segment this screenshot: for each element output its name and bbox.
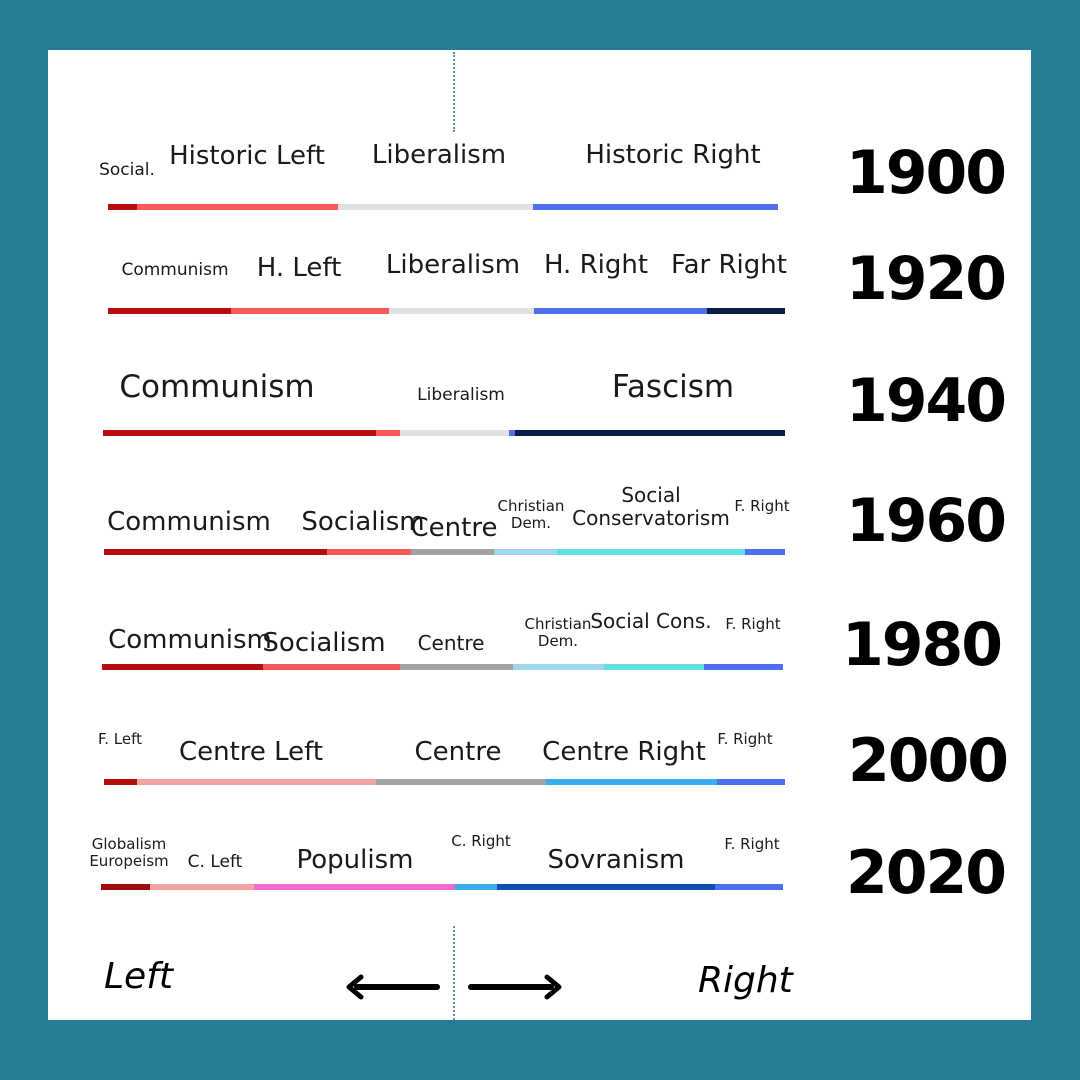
spectrum-segment <box>376 779 546 785</box>
axis-right-label: Right <box>698 960 793 1001</box>
year-label: 2000 <box>848 726 1009 796</box>
spectrum-segment <box>534 308 707 314</box>
ideology-label: Communism <box>121 260 229 280</box>
year-label: 1900 <box>846 138 1007 208</box>
axis-left-label: Left <box>104 956 173 997</box>
spectrum-segment <box>263 664 400 670</box>
spectrum-segment <box>515 430 785 436</box>
ideology-label: Social Cons. <box>590 609 712 633</box>
spectrum-segment <box>108 308 231 314</box>
spectrum-segment <box>327 549 411 555</box>
ideology-label: Communism <box>107 507 271 537</box>
ideology-label: Socialism <box>301 507 425 537</box>
ideology-label: Communism <box>108 625 272 655</box>
ideology-label: F. Right <box>724 835 780 853</box>
spectrum-segment <box>497 884 715 890</box>
ideology-label: Centre <box>414 737 502 767</box>
ideology-label: Populism <box>296 845 414 875</box>
ideology-label: Socialism <box>262 628 386 658</box>
center-divider-top <box>453 52 455 132</box>
ideology-label: Communism <box>119 369 315 405</box>
ideology-label: Far Right <box>671 250 787 280</box>
ideology-label: Globalism Europeism <box>89 835 169 871</box>
spectrum-segment <box>707 308 785 314</box>
year-label: 1940 <box>846 366 1007 436</box>
ideology-label: C. Right <box>451 832 511 850</box>
spectrum-segment <box>376 430 400 436</box>
spectrum-segment <box>704 664 783 670</box>
spectrum-segment <box>533 204 778 210</box>
ideology-label: F. Right <box>717 730 773 748</box>
ideology-label: Social Conservatorism <box>572 483 730 530</box>
spectrum-segment <box>604 664 704 670</box>
spectrum-segment <box>715 884 783 890</box>
ideology-label: Fascism <box>611 369 735 405</box>
ideology-label: Centre Left <box>178 737 324 767</box>
spectrum-segment <box>137 204 338 210</box>
spectrum-segment <box>137 779 376 785</box>
ideology-label: Centre <box>410 513 498 543</box>
spectrum-segment <box>338 204 533 210</box>
ideology-label: Liberalism <box>371 140 507 170</box>
ideology-label: F. Left <box>98 730 142 748</box>
spectrum-segment <box>231 308 389 314</box>
spectrum-segment <box>494 549 557 555</box>
diagram-card <box>48 50 1031 1020</box>
ideology-label: F. Right <box>734 497 790 515</box>
ideology-label: Historic Right <box>585 140 761 170</box>
spectrum-segment <box>717 779 785 785</box>
spectrum-segment <box>102 664 263 670</box>
spectrum-segment <box>509 430 515 436</box>
year-label: 2020 <box>846 838 1007 908</box>
ideology-label: H. Right <box>543 250 649 280</box>
spectrum-segment <box>455 884 497 890</box>
spectrum-segment <box>389 308 534 314</box>
ideology-label: C. Left <box>187 852 243 872</box>
spectrum-segment <box>103 430 376 436</box>
center-divider-bottom <box>453 926 455 1020</box>
ideology-label: Sovranism <box>547 845 685 875</box>
spectrum-segment <box>513 664 604 670</box>
ideology-label: Christian Dem. <box>524 615 592 651</box>
ideology-label: Liberalism <box>417 385 505 405</box>
spectrum-segment <box>400 664 513 670</box>
spectrum-segment <box>546 779 717 785</box>
ideology-label: Historic Left <box>169 141 325 171</box>
spectrum-segment <box>745 549 785 555</box>
year-label: 1960 <box>846 486 1007 556</box>
ideology-label: H. Left <box>256 253 342 283</box>
spectrum-segment <box>101 884 150 890</box>
ideology-label: F. Right <box>725 615 781 633</box>
spectrum-segment <box>104 779 137 785</box>
spectrum-segment <box>411 549 494 555</box>
spectrum-segment <box>400 430 509 436</box>
arrow-right-icon <box>468 974 562 1000</box>
spectrum-segment <box>254 884 455 890</box>
arrow-left-icon <box>346 974 440 1000</box>
spectrum-segment <box>150 884 254 890</box>
ideology-label: Centre <box>417 631 485 655</box>
ideology-label: Christian Dem. <box>497 497 565 533</box>
spectrum-segment <box>108 204 137 210</box>
spectrum-segment <box>104 549 327 555</box>
year-label: 1980 <box>842 610 1003 680</box>
ideology-label: Centre Right <box>542 737 706 767</box>
year-label: 1920 <box>846 244 1007 314</box>
spectrum-segment <box>557 549 745 555</box>
ideology-label: Liberalism <box>385 250 521 280</box>
ideology-label: Social. <box>99 160 155 180</box>
